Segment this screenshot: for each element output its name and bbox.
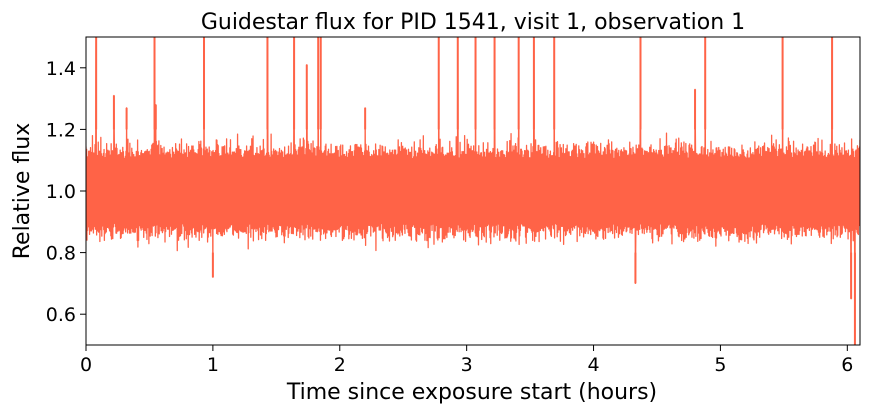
x-tick-label: 3 — [461, 354, 473, 376]
y-tick-label: 1.2 — [46, 119, 76, 141]
x-axis-label: Time since exposure start (hours) — [286, 380, 657, 405]
x-tick-label: 2 — [334, 354, 346, 376]
y-tick-label: 0.8 — [46, 243, 76, 265]
x-tick-label: 1 — [207, 354, 219, 376]
flux-series-line — [86, 37, 860, 345]
y-axis: 0.6 0.8 1.0 1.2 1.4 — [46, 58, 86, 326]
x-tick-label: 5 — [714, 354, 726, 376]
x-tick-label: 6 — [841, 354, 853, 376]
x-axis: 0 1 2 3 4 5 6 — [80, 345, 853, 376]
chart-title: Guidestar flux for PID 1541, visit 1, ob… — [201, 10, 745, 35]
y-tick-label: 1.4 — [46, 58, 76, 80]
x-tick-label: 0 — [80, 354, 92, 376]
plot-area — [86, 37, 860, 345]
y-axis-label: Relative flux — [10, 123, 35, 260]
x-tick-label: 4 — [587, 354, 599, 376]
y-tick-label: 0.6 — [46, 304, 76, 326]
y-tick-label: 1.0 — [46, 181, 76, 203]
